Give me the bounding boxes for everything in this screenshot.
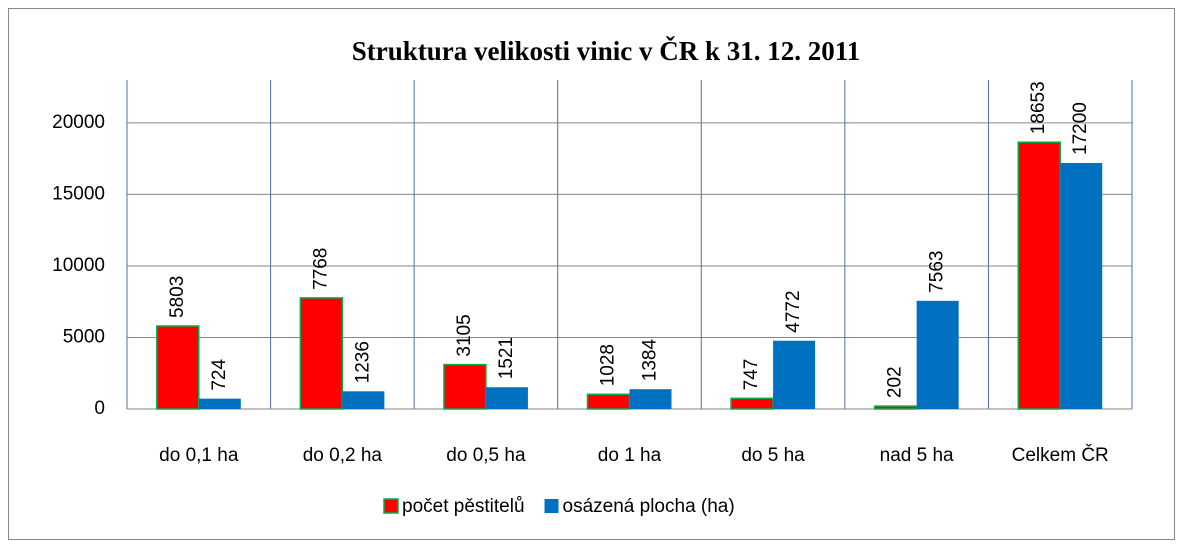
x-tick-label: nad 5 ha: [880, 445, 954, 466]
bar: [916, 300, 959, 409]
x-tick-label: Celkem ČR: [1012, 444, 1109, 466]
data-label: 1028: [598, 344, 619, 386]
legend-marker: [544, 499, 559, 513]
bar: [198, 398, 241, 409]
data-label: 202: [885, 366, 906, 398]
data-label: 4772: [783, 290, 804, 332]
chart-border: [8, 8, 1175, 540]
x-tick-label: do 0,1 ha: [159, 445, 239, 466]
bar: [1017, 141, 1061, 410]
data-label: 1521: [496, 337, 517, 379]
y-tick-label: 0: [94, 398, 105, 419]
x-tick-label: do 5 ha: [741, 445, 805, 466]
bar: [299, 297, 344, 410]
legend-label: počet pěstitelů: [402, 496, 525, 517]
bar: [156, 325, 200, 410]
y-tick-label: 5000: [63, 326, 105, 347]
y-tick-label: 10000: [52, 255, 105, 276]
data-label: 1384: [640, 339, 661, 382]
x-tick-label: do 1 ha: [598, 445, 662, 466]
bar: [485, 387, 528, 409]
data-label: 3105: [454, 314, 475, 356]
bar: [1060, 162, 1103, 409]
data-label: 747: [741, 359, 762, 391]
data-label: 5803: [167, 276, 188, 318]
y-tick-label: 15000: [52, 183, 105, 204]
bar: [342, 391, 385, 409]
bar: [873, 405, 918, 410]
bar: [586, 393, 631, 410]
bar: [629, 389, 672, 409]
data-label: 7768: [310, 248, 331, 290]
bar: [773, 340, 816, 409]
data-label: 18653: [1028, 81, 1049, 134]
y-tick-label: 20000: [52, 112, 105, 133]
data-label: 724: [209, 359, 230, 391]
x-tick-label: do 0,2 ha: [303, 445, 383, 466]
data-label: 17200: [1070, 102, 1091, 155]
legend-marker: [383, 498, 399, 514]
bar: [443, 363, 487, 410]
x-tick-label: do 0,5 ha: [446, 445, 526, 466]
chart-title: Struktura velikosti vinic v ČR k 31. 12.…: [352, 36, 861, 66]
legend-label: osázená plocha (ha): [563, 496, 735, 517]
data-label: 7563: [927, 251, 948, 293]
data-label: 1236: [352, 341, 373, 383]
bar: [730, 397, 774, 410]
